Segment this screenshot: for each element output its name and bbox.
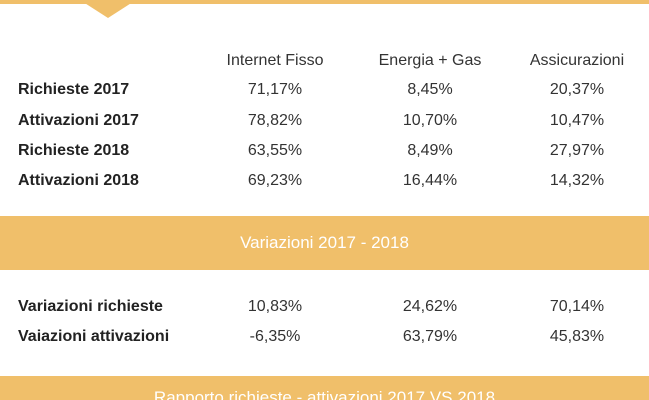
cell-value: 10,70% — [402, 112, 458, 129]
top-accent-band — [0, 0, 649, 4]
column-header-internet-fisso: Internet Fisso — [226, 52, 324, 69]
row-label: Richieste 2018 — [18, 142, 130, 159]
cell-value: 10,47% — [549, 112, 605, 129]
cell-value: 16,44% — [402, 172, 458, 189]
cell-value: 8,45% — [407, 81, 453, 98]
cell-value: 63,55% — [247, 142, 303, 159]
row-label: Richieste 2017 — [18, 81, 130, 98]
cell-value: 78,82% — [247, 112, 303, 129]
section-title-rapporto: Rapporto richieste - attivazioni 2017 VS… — [0, 376, 649, 400]
table-row: Richieste 2018 63,55% 8,49% 27,97% — [0, 142, 649, 166]
cell-value: 10,83% — [247, 298, 303, 315]
top-notch-marker — [80, 0, 136, 18]
section-title-variazioni: Variazioni 2017 - 2018 — [0, 216, 649, 270]
row-label: Attivazioni 2017 — [18, 112, 139, 129]
column-header-assicurazioni: Assicurazioni — [529, 52, 625, 69]
cell-value: 14,32% — [549, 172, 605, 189]
row-label: Attivazioni 2018 — [18, 172, 139, 189]
cell-value: 69,23% — [247, 172, 303, 189]
cell-value: 24,62% — [402, 298, 458, 315]
table-row: Vaiazioni attivazioni -6,35% 63,79% 45,8… — [0, 328, 649, 352]
cell-value: 71,17% — [247, 81, 303, 98]
column-header-energia-gas: Energia + Gas — [378, 52, 482, 69]
cell-value: 8,49% — [407, 142, 453, 159]
table-row: Variazioni richieste 10,83% 24,62% 70,14… — [0, 298, 649, 322]
cell-value: 27,97% — [549, 142, 605, 159]
table-row: Richieste 2017 71,17% 8,45% 20,37% — [0, 81, 649, 105]
table-row: Attivazioni 2018 69,23% 16,44% 14,32% — [0, 172, 649, 196]
cell-value: 45,83% — [549, 328, 605, 345]
table-row: Attivazioni 2017 78,82% 10,70% 10,47% — [0, 112, 649, 136]
cell-value: 20,37% — [549, 81, 605, 98]
row-label: Variazioni richieste — [18, 298, 163, 315]
cell-value: -6,35% — [249, 328, 301, 345]
row-label: Vaiazioni attivazioni — [18, 328, 170, 345]
cell-value: 63,79% — [402, 328, 458, 345]
cell-value: 70,14% — [549, 298, 605, 315]
